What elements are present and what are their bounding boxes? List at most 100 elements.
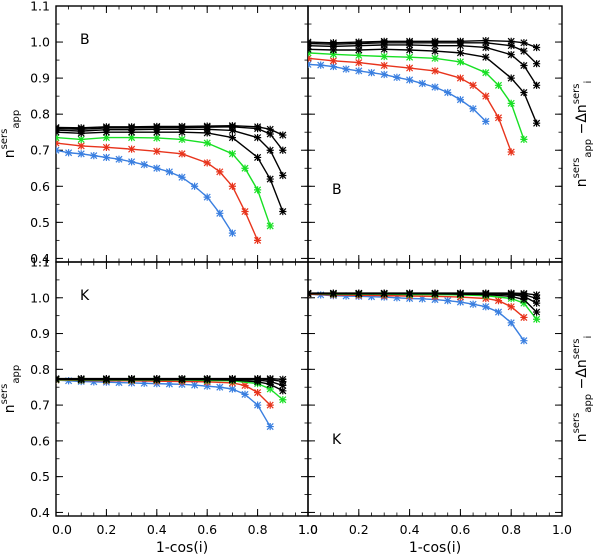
x-tick-label: 0.2 <box>96 522 116 537</box>
data-point-star <box>266 222 274 230</box>
data-point-star <box>469 81 477 89</box>
data-point-star <box>191 182 199 190</box>
data-point-star <box>482 69 490 77</box>
data-point-star <box>431 37 439 45</box>
data-point-star <box>153 164 161 172</box>
data-point-star <box>406 53 414 61</box>
data-point-star <box>56 123 60 132</box>
data-point-star <box>90 378 98 386</box>
plot-area <box>308 37 541 156</box>
data-point-star <box>228 229 236 237</box>
series-model-7-black <box>308 289 541 299</box>
data-point-star <box>355 67 363 75</box>
data-point-star <box>254 123 262 131</box>
data-point-star <box>77 124 85 132</box>
data-point-star <box>279 381 287 390</box>
data-point-star <box>77 142 85 150</box>
data-point-star <box>533 299 541 307</box>
data-point-star <box>308 60 312 69</box>
x-tick-label: 0.4 <box>147 522 167 537</box>
y-tick-label: 0.5 <box>30 469 50 484</box>
data-point-star <box>65 149 73 157</box>
series-model-1-blue <box>308 60 490 125</box>
data-point-star <box>444 88 452 97</box>
data-point-star <box>393 294 401 302</box>
y-tick-label: 0.4 <box>30 251 50 266</box>
data-point-star <box>456 74 464 82</box>
data-point-star <box>507 289 515 297</box>
data-point-star <box>380 70 388 79</box>
panel-bottom-right: K <box>307 261 563 517</box>
data-point-star <box>279 396 287 404</box>
data-point-star <box>115 378 123 387</box>
data-point-star <box>77 135 85 144</box>
data-point-star <box>456 96 464 104</box>
data-point-star <box>355 51 363 59</box>
band-label: B <box>332 182 342 198</box>
data-point-star <box>431 67 439 75</box>
data-point-star <box>342 65 350 73</box>
data-point-star <box>431 83 439 91</box>
data-point-star <box>482 92 490 100</box>
data-point-star <box>77 150 85 158</box>
plot-area <box>56 122 287 244</box>
data-point-star <box>355 289 363 297</box>
data-point-star <box>329 39 337 47</box>
data-point-star <box>482 43 490 52</box>
data-point-star <box>128 123 136 131</box>
series-line <box>56 379 271 427</box>
series-model-2-red <box>56 139 262 244</box>
data-point-star <box>279 387 287 395</box>
data-point-star <box>203 122 211 130</box>
data-point-star <box>329 50 337 58</box>
data-point-star <box>203 375 211 383</box>
data-point-star <box>254 388 262 397</box>
data-point-star <box>203 139 211 147</box>
series-model-3-green <box>308 49 528 144</box>
x-tick-label: 0.6 <box>197 522 217 537</box>
data-point-star <box>178 173 186 181</box>
data-point-star <box>178 150 186 158</box>
data-point-star <box>266 401 274 409</box>
data-point-star <box>266 175 274 183</box>
x-tick-label: 1.0 <box>552 522 572 537</box>
series-line <box>308 57 512 153</box>
data-point-star <box>367 69 376 77</box>
data-point-star <box>102 375 110 383</box>
x-tick-label: 0.0 <box>52 522 72 537</box>
data-point-star <box>520 47 528 55</box>
data-point-star <box>482 53 490 61</box>
data-point-star <box>329 289 337 297</box>
series-line <box>308 293 525 318</box>
y-axis-title-top-left-text: nsersapp <box>0 110 22 158</box>
series-model-4-black <box>308 45 541 127</box>
data-point-star <box>165 168 173 176</box>
data-point-star <box>191 381 199 389</box>
data-point-star <box>153 375 161 383</box>
panel-top-right: B <box>307 5 563 263</box>
data-point-star <box>254 375 262 383</box>
data-point-star <box>140 161 148 169</box>
data-point-star <box>520 313 528 322</box>
x-tick-label: 0.8 <box>248 522 268 537</box>
data-point-star <box>431 47 439 55</box>
data-point-star <box>533 119 541 127</box>
data-point-star <box>153 122 161 131</box>
series-line <box>308 52 525 140</box>
band-label: K <box>80 288 90 304</box>
series-line <box>308 293 525 342</box>
data-point-star <box>228 126 236 134</box>
data-point-star <box>520 337 528 345</box>
data-point-star <box>444 297 452 305</box>
data-point-star <box>406 37 414 45</box>
data-point-star <box>482 117 490 125</box>
plot-area <box>56 375 287 431</box>
data-point-star <box>456 298 464 306</box>
data-point-star <box>279 146 287 154</box>
data-point-star <box>266 385 274 393</box>
data-point-star <box>406 64 414 72</box>
data-point-star <box>355 46 363 54</box>
data-point-star <box>329 57 337 65</box>
y-tick-label: 1.0 <box>30 35 50 50</box>
